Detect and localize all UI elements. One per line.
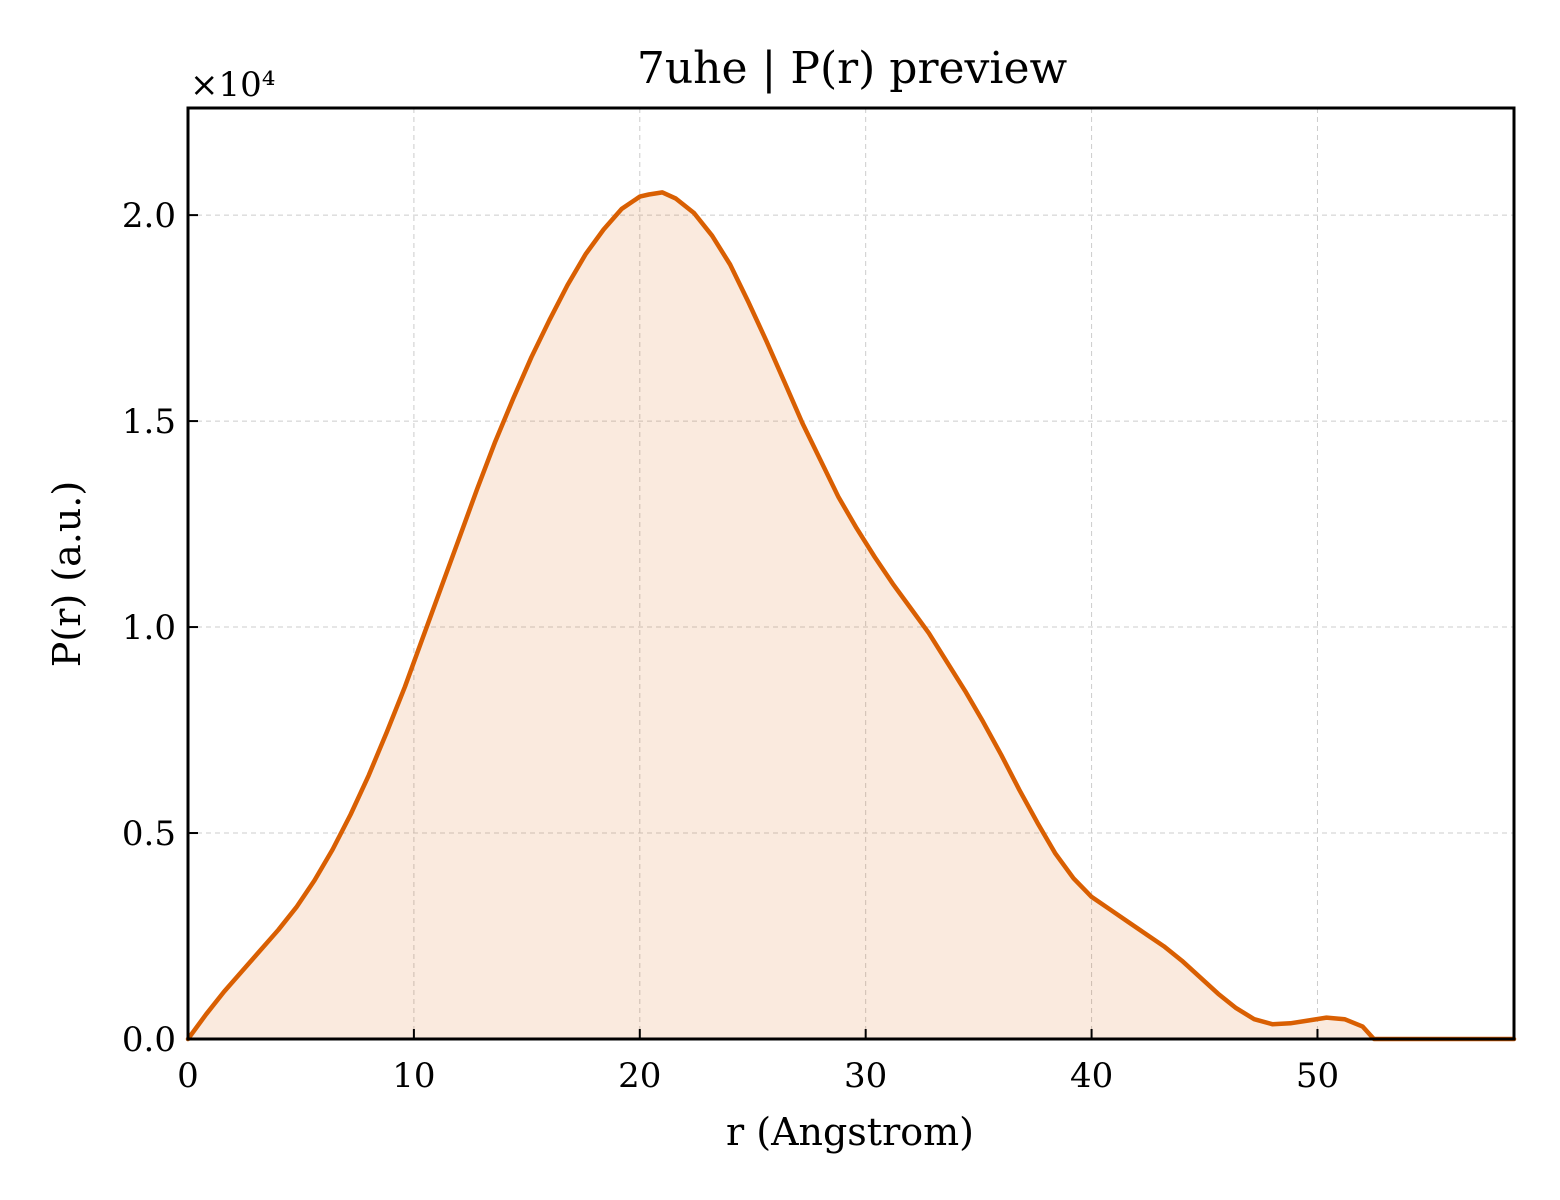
- plot-frame: [186, 106, 1516, 1041]
- ticks: 0 10 20 30 40 50 0.0 0.5 1.0 1.5 2.0: [122, 196, 1339, 1096]
- y-tick-label: 2.0: [122, 196, 176, 236]
- grid: [188, 108, 1514, 1039]
- x-tick-label: 20: [618, 1056, 661, 1096]
- pr-curve: [185, 190, 1517, 1042]
- y-tick-label: 1.0: [122, 608, 176, 648]
- y-tick-label: 0.5: [122, 814, 176, 854]
- y-axis-label: P(r) (a.u.): [45, 481, 89, 667]
- x-tick-label: 0: [177, 1056, 199, 1096]
- y-tick-label: 1.5: [122, 402, 176, 442]
- chart-title: 7uhe | P(r) preview: [637, 43, 1068, 94]
- area-fill: [188, 192, 1514, 1039]
- x-tick-label: 30: [844, 1056, 887, 1096]
- y-multiplier-label: ×10⁴: [190, 65, 275, 105]
- x-tick-label: 40: [1070, 1056, 1113, 1096]
- x-tick-label: 50: [1296, 1056, 1339, 1096]
- x-tick-label: 10: [392, 1056, 435, 1096]
- y-tick-label: 0.0: [122, 1020, 176, 1060]
- x-axis-label: r (Angstrom): [726, 1110, 974, 1154]
